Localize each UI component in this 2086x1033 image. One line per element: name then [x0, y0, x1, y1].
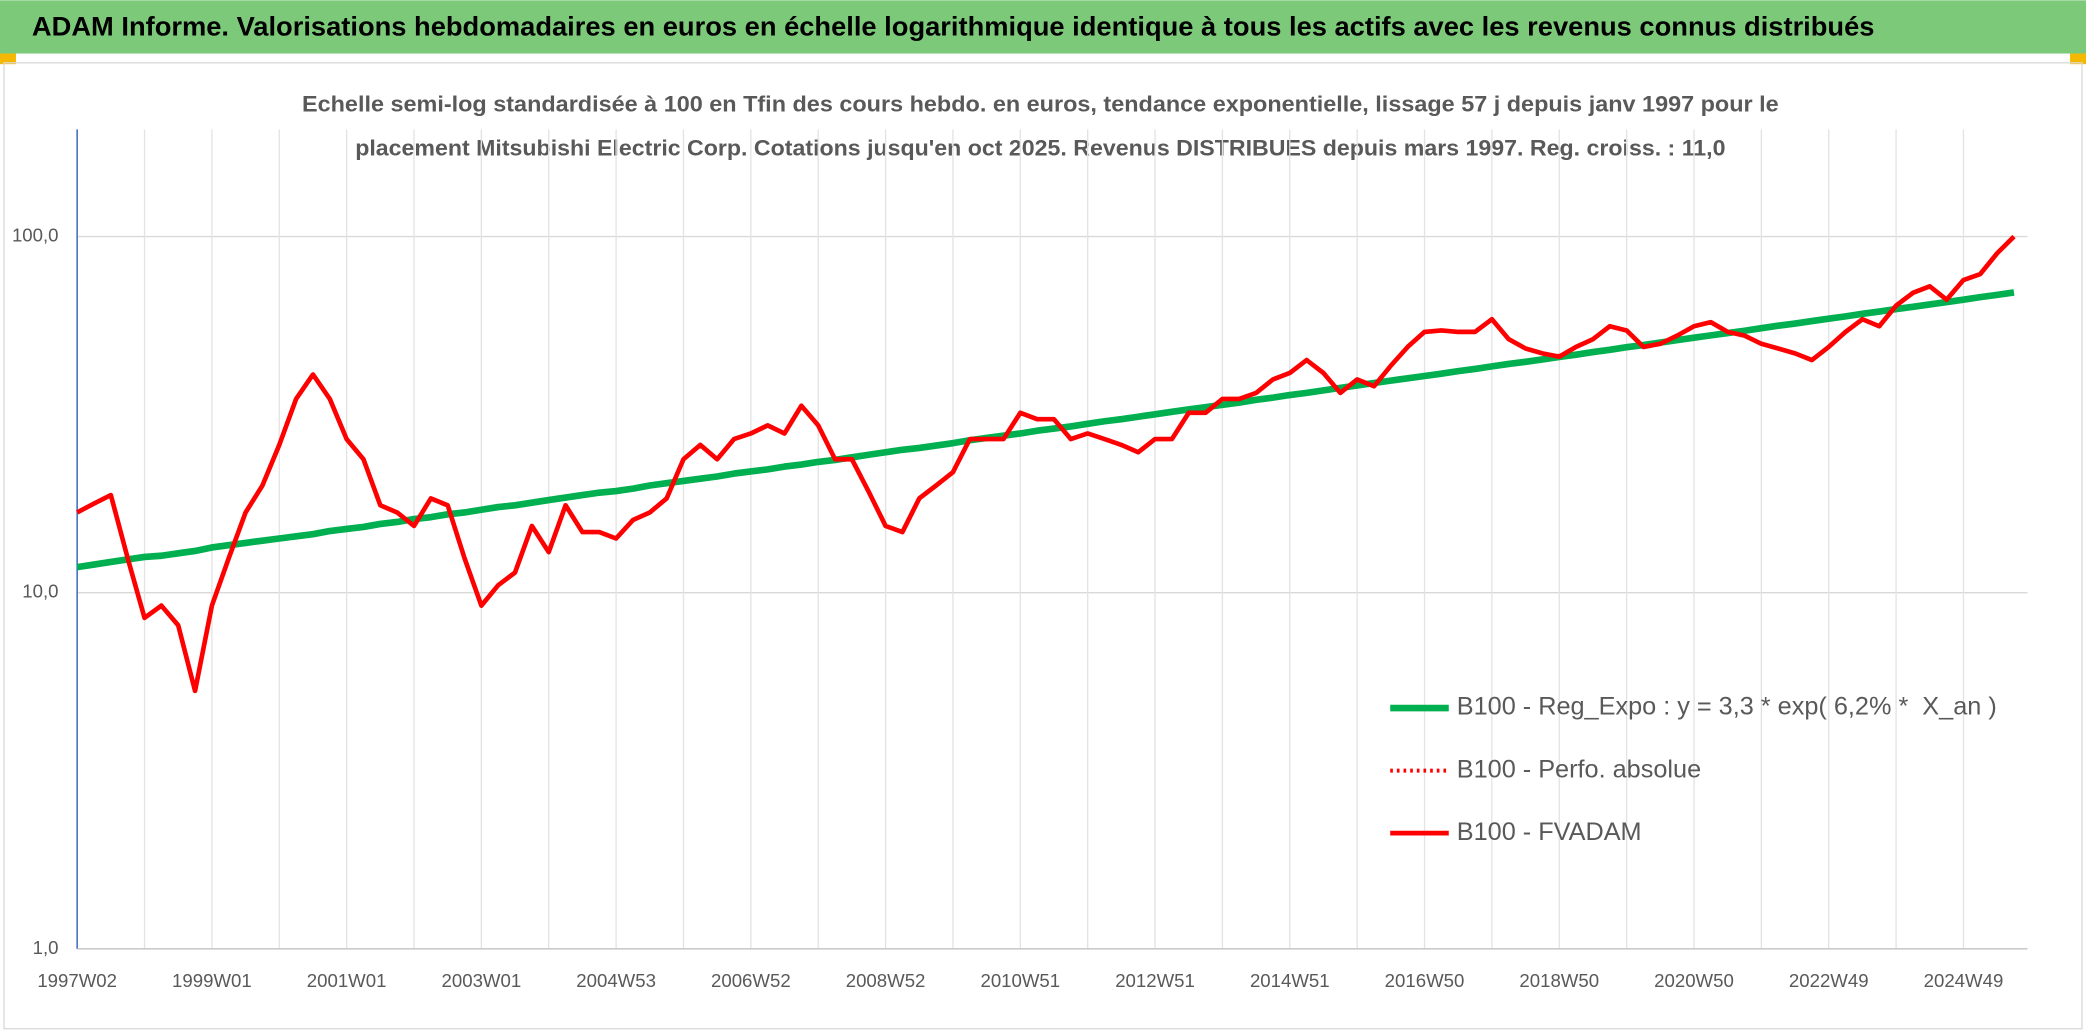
x-tick-label: 2001W01: [307, 970, 387, 991]
data-line: [76, 289, 2015, 571]
x-tick-label: 1999W01: [172, 970, 252, 991]
legend-label: B100 - Perfo. absolue: [1457, 755, 1701, 783]
title-bar: [0, 0, 2086, 54]
x-tick-label: 2022W49: [1789, 970, 1869, 991]
y-tick-label: 10,0: [22, 581, 58, 602]
x-tick-label: 2003W01: [442, 970, 522, 991]
y-tick-label: 100,0: [12, 224, 59, 245]
chart-subtitle: Echelle semi-log standardisée à 100 en T…: [302, 91, 1779, 116]
x-tick-label: 2004W53: [576, 970, 656, 991]
x-tick-label: 2012W51: [1115, 970, 1195, 991]
x-tick-label: 2008W52: [846, 970, 926, 991]
data-line: [76, 234, 2016, 694]
legend-label: B100 - Reg_Expo : y = 3,3 * exp( 6,2% * …: [1457, 693, 1997, 721]
x-tick-label: 2014W51: [1250, 970, 1330, 991]
legend-label: B100 - FVADAM: [1457, 818, 1642, 846]
x-tick-label: 1997W02: [37, 970, 117, 991]
chart-frame: [3, 62, 2083, 1030]
x-tick-label: 2016W50: [1385, 970, 1465, 991]
x-tick-label: 2018W50: [1519, 970, 1599, 991]
x-tick-label: 2006W52: [711, 970, 791, 991]
x-tick-label: 2010W51: [980, 970, 1060, 991]
corner-mark: [2070, 53, 2086, 65]
y-tick-label: 1,0: [33, 937, 59, 958]
x-tick-label: 2024W49: [1924, 970, 2004, 991]
corner-mark: [0, 53, 16, 65]
chart-subtitle: placement Mitsubishi Electric Corp. Cota…: [355, 135, 1725, 160]
x-tick-label: 2020W50: [1654, 970, 1734, 991]
chart-title: ADAM Informe. Valorisations hebdomadaire…: [32, 11, 1875, 41]
